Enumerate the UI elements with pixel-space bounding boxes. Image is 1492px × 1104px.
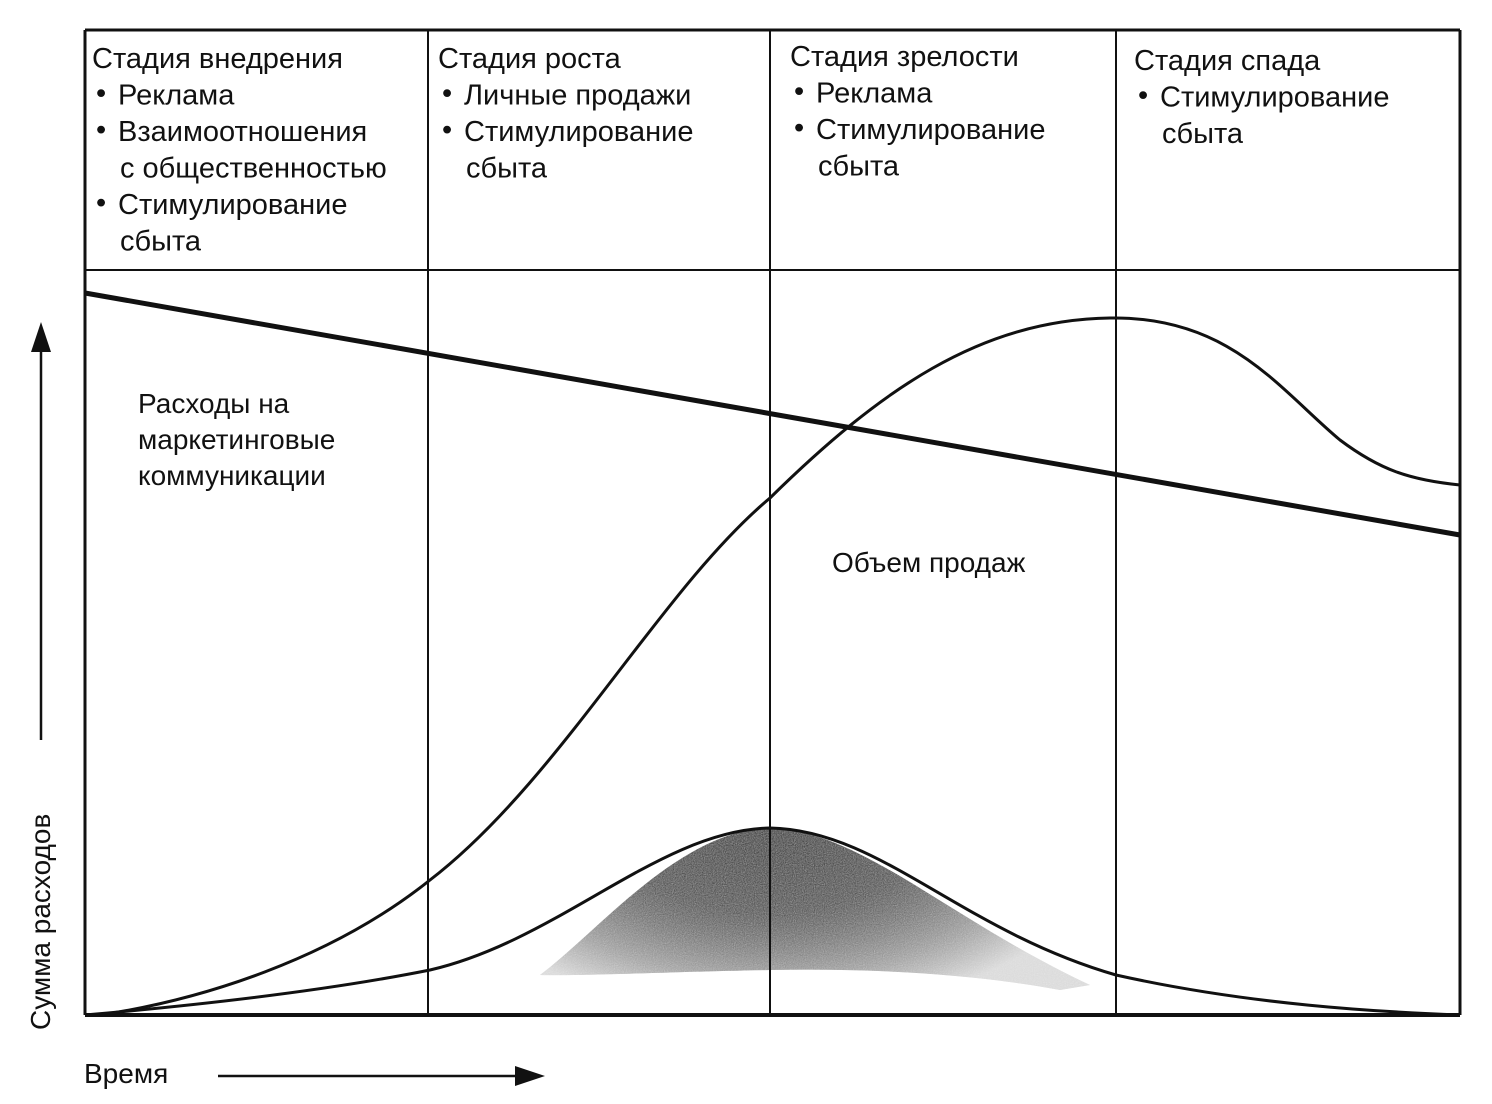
expenses-label-line-1: Расходы на [138, 388, 290, 419]
bullet-icon: • [794, 76, 804, 108]
x-axis-label: Время [84, 1058, 168, 1089]
bullet-icon: • [96, 187, 106, 219]
stage-item-text: сбыта [120, 226, 202, 258]
y-axis: Сумма расходов [25, 322, 56, 1030]
stage-item-text: Стимулирование [118, 189, 347, 221]
expenses-label-line-3: коммуникации [138, 460, 326, 491]
stage-title: Стадия внедрения [92, 43, 343, 75]
stage-item-text: Стимулирование [1160, 82, 1389, 114]
sales-volume-curve [99, 316, 1462, 1017]
stage-item-text: Реклама [816, 78, 933, 110]
expenses-label-line-2: маркетинговые [138, 424, 335, 455]
y-axis-arrow-head-icon [31, 322, 51, 352]
bullet-icon: • [96, 114, 106, 146]
expenses-curve-label: Расходы на маркетинговые коммуникации [138, 388, 335, 491]
x-axis: Время [84, 1058, 545, 1089]
stage-item-text: Личные продажи [464, 80, 691, 112]
stage-title: Стадия зрелости [790, 41, 1019, 73]
stage-item-text: сбыта [466, 153, 548, 185]
bullet-icon: • [1138, 80, 1148, 112]
x-axis-arrow-head-icon [515, 1066, 545, 1086]
stage-item-text: Стимулирование [816, 114, 1045, 146]
stage-item-text: сбыта [1162, 118, 1244, 150]
stage-item-text: сбыта [818, 151, 900, 183]
stage-title: Стадия спада [1134, 45, 1321, 77]
expenses-line [84, 290, 1461, 538]
stage-headers: Стадия внедрения• Реклама• Взаимоотношения… [92, 41, 1389, 258]
y-axis-label: Сумма расходов [25, 814, 56, 1030]
expenses-shaded-area [540, 828, 1090, 990]
bullet-icon: • [96, 78, 106, 110]
bullet-icon: • [442, 114, 452, 146]
stage-item-text: Стимулирование [464, 116, 693, 148]
bullet-icon: • [794, 112, 804, 144]
stage-item-text: с общественностью [120, 153, 387, 185]
stage-title: Стадия роста [438, 43, 622, 75]
expenses-bell-curve [84, 826, 1461, 1017]
stage-item-text: Реклама [118, 80, 235, 112]
sales-volume-label: Объем продаж [832, 547, 1026, 578]
diagram-frame [83, 28, 1462, 1017]
bullet-icon: • [442, 78, 452, 110]
stage-item-text: Взаимоотношения [118, 116, 367, 148]
